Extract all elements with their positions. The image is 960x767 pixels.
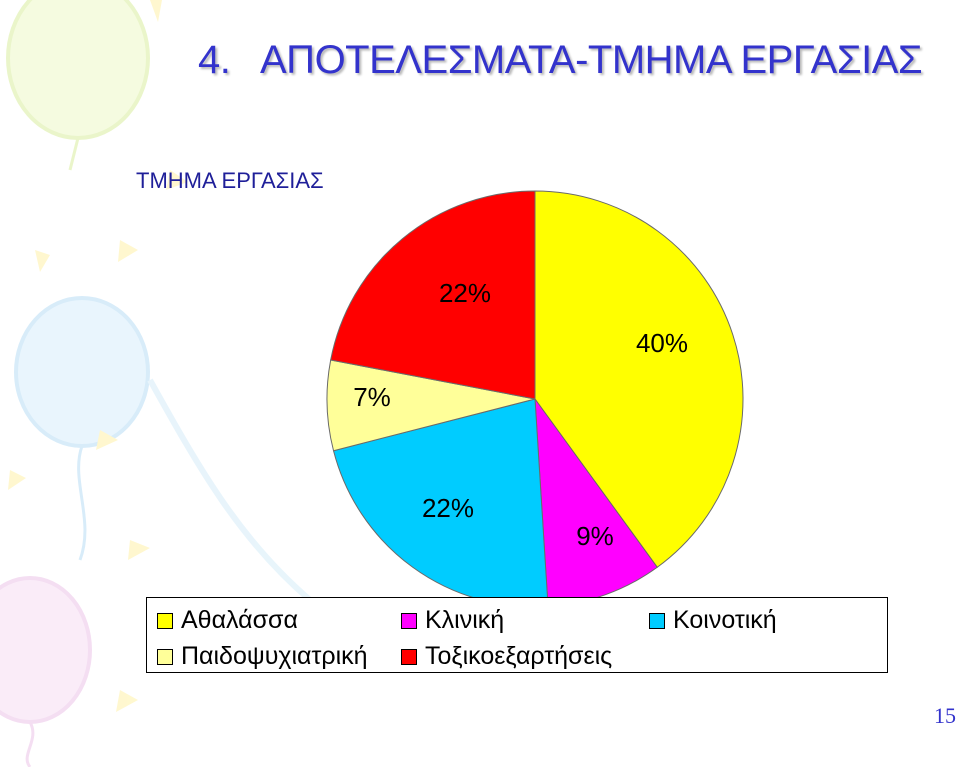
legend-label-kliniki: Κλινική: [425, 606, 505, 634]
legend-label-paidopsychiatriki: Παιδοψυχιατρική: [181, 642, 368, 670]
legend-label-koinotiki: Κοινοτική: [673, 606, 777, 634]
legend-item-paidopsychiatriki: Παιδοψυχιατρική: [157, 642, 368, 671]
page-number: 15: [934, 703, 956, 728]
pie-slice-athalassa: [534, 190, 744, 568]
legend-label-toxikoexartiseis: Τοξικοεξαρτήσεις: [425, 642, 613, 670]
legend-item-athalassa: Αθαλάσσα: [157, 606, 298, 635]
legend-swatch-athalassa: [157, 612, 173, 629]
chart-title: ΤΜΗΜΑ ΕΡΓΑΣΙΑΣ: [136, 168, 324, 193]
legend-swatch-toxikoexartiseis: [401, 648, 417, 665]
legend-item-koinotiki: Κοινοτική: [649, 606, 777, 635]
pie-slice-toxikoexartiseis: [330, 190, 536, 400]
legend-swatch-kliniki: [401, 612, 417, 629]
legend-swatch-koinotiki: [649, 612, 665, 629]
pie-label-toxikoexartiseis: 22%: [439, 278, 491, 308]
slide-number-label: 4.: [198, 38, 231, 82]
legend-item-kliniki: Κλινική: [401, 606, 504, 635]
pie-label-athalassa: 40%: [636, 328, 688, 358]
pie-label-kliniki: 9%: [576, 521, 614, 551]
legend-label-athalassa: Αθαλάσσα: [181, 606, 298, 634]
legend-item-toxikoexartiseis: Τοξικοεξαρτήσεις: [401, 642, 612, 671]
legend-swatch-paidopsychiatriki: [157, 648, 173, 665]
chart-legend: Αθαλάσσα Κλινική Κοινοτική Παιδοψυχιατρι…: [146, 597, 888, 673]
slide-title-text: ΑΠΟΤΕΛΕΣΜΑΤΑ-ΤΜΗΜΑ ΕΡΓΑΣΙΑΣ: [260, 38, 923, 82]
pie-label-paidopsychiatriki: 7%: [353, 382, 391, 412]
pie-label-koinotiki: 22%: [422, 493, 474, 523]
slide-title: 4. ΑΠΟΤΕΛΕΣΜΑΤΑ-ΤΜΗΜΑ ΕΡΓΑΣΙΑΣ: [198, 38, 923, 83]
